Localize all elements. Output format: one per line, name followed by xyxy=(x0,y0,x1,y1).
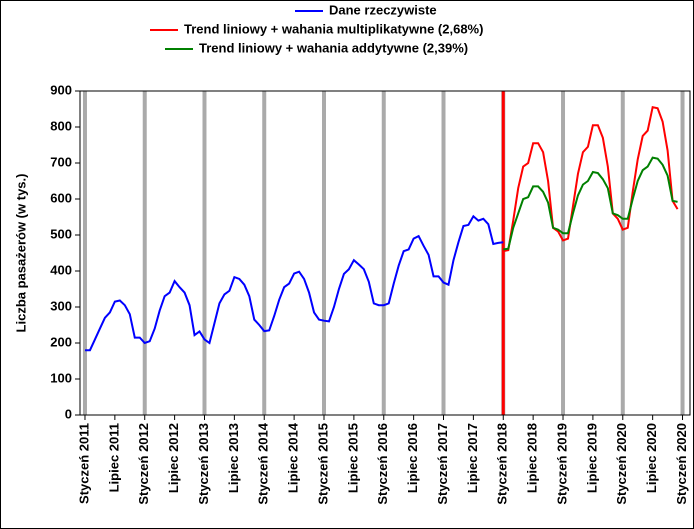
y-tick-label: 800 xyxy=(50,118,72,133)
x-tick-label: Lipiec 2020 xyxy=(644,423,659,493)
y-tick-label: 400 xyxy=(50,262,72,277)
y-axis-label: Liczba pasażerów (w tys.) xyxy=(13,174,28,333)
x-tick-label: Lipiec 2014 xyxy=(286,422,301,493)
series-line xyxy=(503,156,678,251)
y-tick-label: 900 xyxy=(50,82,72,97)
x-tick-label: Styczeń 2020 xyxy=(674,423,689,505)
legend-label: Trend liniowy + wahania multiplikatywne … xyxy=(184,21,483,36)
x-tick-label: Lipiec 2017 xyxy=(465,423,480,493)
x-tick-label: Styczeń 2016 xyxy=(375,423,390,505)
x-tick-label: Lipiec 2013 xyxy=(226,423,241,493)
x-tick-label: Styczeń 2014 xyxy=(256,422,271,504)
x-tick-label: Styczeń 2013 xyxy=(196,423,211,505)
y-tick-label: 300 xyxy=(50,298,72,313)
x-tick-label: Lipiec 2015 xyxy=(345,423,360,493)
x-tick-label: Styczeń 2011 xyxy=(76,423,91,504)
series-line xyxy=(84,214,504,352)
x-tick-label: Lipiec 2016 xyxy=(405,423,420,493)
x-tick-label: Lipiec 2012 xyxy=(166,423,181,493)
x-tick-label: Lipiec 2011 xyxy=(106,423,121,492)
plot-frame xyxy=(79,90,691,416)
x-tick-label: Styczeń 2019 xyxy=(554,423,569,505)
x-tick-label: Styczeń 2015 xyxy=(315,423,330,505)
x-tick-label: Styczeń 2017 xyxy=(435,423,450,505)
x-tick-label: Lipiec 2018 xyxy=(525,423,540,493)
series-line xyxy=(503,106,679,253)
legend-label: Trend liniowy + wahania addytywne (2,39%… xyxy=(199,40,468,55)
x-tick-label: Styczeń 2018 xyxy=(495,423,510,505)
x-tick-label: Lipiec 2019 xyxy=(584,423,599,493)
y-tick-label: 0 xyxy=(65,406,72,421)
y-tick-label: 700 xyxy=(50,154,72,169)
legend-label: Dane rzeczywiste xyxy=(329,2,437,17)
y-tick-label: 600 xyxy=(50,190,72,205)
x-tick-label: Styczeń 2020 xyxy=(614,423,629,505)
y-tick-label: 500 xyxy=(50,226,72,241)
y-tick-label: 200 xyxy=(50,334,72,349)
y-tick-label: 100 xyxy=(50,370,72,385)
x-tick-label: Styczeń 2012 xyxy=(136,423,151,505)
